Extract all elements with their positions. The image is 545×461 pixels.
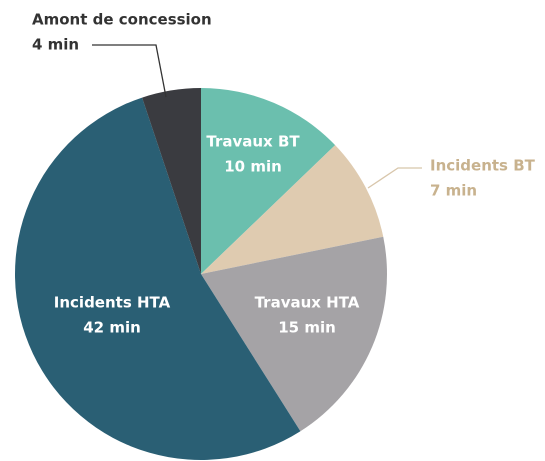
pie-slice <box>201 145 384 274</box>
slice-label: Incidents HTA <box>54 294 171 312</box>
slice-label: Travaux HTA <box>255 294 360 312</box>
pie-slice <box>201 88 336 274</box>
slice-value-label: 15 min <box>278 319 336 337</box>
pie-slice <box>201 236 387 432</box>
pie-slice <box>142 88 201 274</box>
slice-label: Incidents BT <box>430 157 536 175</box>
slice-label: Amont de concession <box>32 11 212 29</box>
slice-value-label: 4 min <box>32 36 79 54</box>
slice-label: Travaux BT <box>206 133 300 151</box>
slice-value-label: 42 min <box>83 319 141 337</box>
leader-line <box>367 167 422 189</box>
slice-value-label: 10 min <box>224 158 282 176</box>
pie-slice <box>14 97 301 461</box>
leader-line <box>92 44 167 98</box>
slice-value-label: 7 min <box>430 182 477 200</box>
